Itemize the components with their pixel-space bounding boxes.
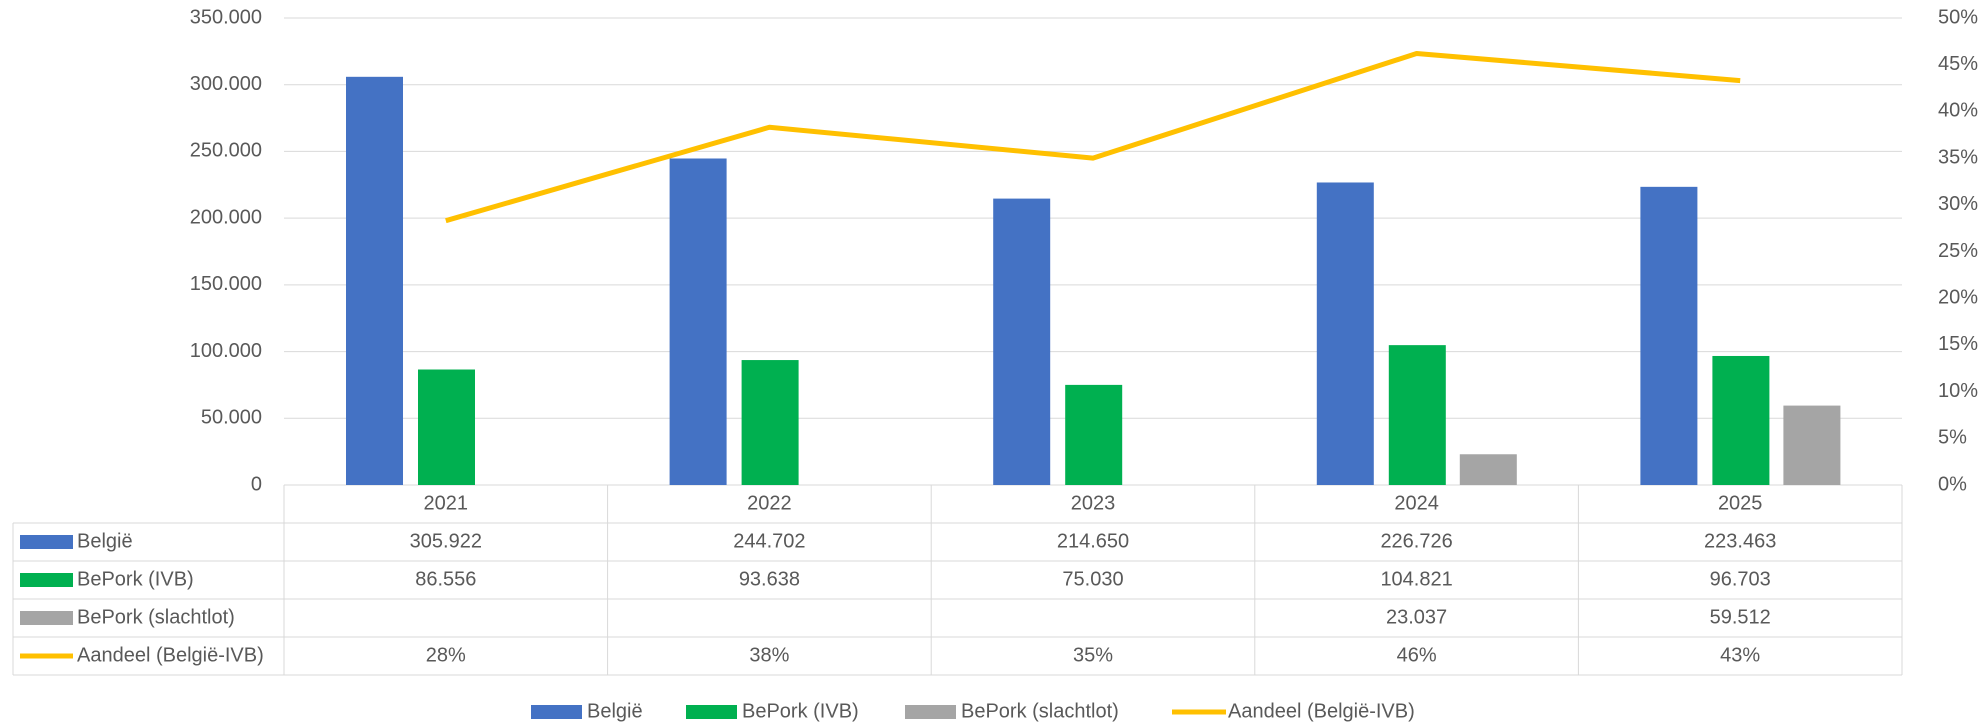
table-cell: 43% bbox=[1720, 644, 1760, 666]
legend-swatch bbox=[686, 705, 737, 719]
bar bbox=[1316, 182, 1374, 486]
table-cell: 223.463 bbox=[1704, 530, 1776, 552]
table-cell: 35% bbox=[1073, 644, 1113, 666]
y2-tick-label: 5% bbox=[1938, 427, 1967, 449]
table-legend-swatch bbox=[20, 535, 73, 549]
y2-tick-label: 10% bbox=[1938, 380, 1978, 402]
bar bbox=[1388, 345, 1446, 485]
table-cell: 93.638 bbox=[739, 568, 800, 590]
table-row-label: België bbox=[77, 530, 133, 552]
table-cell: 86.556 bbox=[415, 568, 476, 590]
x-tick-label: 2025 bbox=[1718, 492, 1763, 514]
bar bbox=[993, 198, 1051, 485]
table-legend-swatch bbox=[20, 611, 73, 625]
y2-tick-label: 50% bbox=[1938, 6, 1978, 28]
table-cell: 23.037 bbox=[1386, 606, 1447, 628]
y-tick-label: 100.000 bbox=[190, 340, 262, 362]
table-legend-swatch bbox=[20, 573, 73, 587]
y-tick-label: 300.000 bbox=[190, 73, 262, 95]
x-tick-label: 2023 bbox=[1071, 492, 1116, 514]
table-cell: 104.821 bbox=[1380, 568, 1452, 590]
x-tick-label: 2024 bbox=[1394, 492, 1439, 514]
y2-tick-label: 45% bbox=[1938, 53, 1978, 75]
y-tick-label: 150.000 bbox=[190, 273, 262, 295]
legend-swatch bbox=[531, 705, 582, 719]
legend-label: BePork (IVB) bbox=[742, 700, 859, 722]
y2-tick-label: 15% bbox=[1938, 333, 1978, 355]
table-cell: 226.726 bbox=[1380, 530, 1452, 552]
bar bbox=[1640, 186, 1698, 485]
x-tick-label: 2022 bbox=[747, 492, 792, 514]
bar bbox=[346, 76, 403, 485]
table-cell: 59.512 bbox=[1710, 606, 1771, 628]
bar bbox=[1459, 454, 1517, 485]
legend-swatch bbox=[905, 705, 956, 719]
bar bbox=[1712, 355, 1770, 485]
table-row-label: Aandeel (België-IVB) bbox=[77, 644, 264, 666]
legend-label: België bbox=[587, 700, 643, 722]
x-tick-label: 2021 bbox=[424, 492, 469, 514]
y2-tick-label: 20% bbox=[1938, 286, 1978, 308]
table-row-label: BePork (IVB) bbox=[77, 568, 194, 590]
table-row-label: BePork (slachtlot) bbox=[77, 606, 235, 628]
table-cell: 28% bbox=[426, 644, 466, 666]
y-tick-label: 0 bbox=[251, 473, 262, 495]
bar bbox=[741, 360, 799, 485]
y2-tick-label: 40% bbox=[1938, 100, 1978, 122]
y-tick-label: 50.000 bbox=[201, 407, 262, 429]
table-cell: 96.703 bbox=[1710, 568, 1771, 590]
legend-label: Aandeel (België-IVB) bbox=[1228, 700, 1415, 722]
table-cell: 244.702 bbox=[733, 530, 805, 552]
table-cell: 214.650 bbox=[1057, 530, 1129, 552]
table-cell: 305.922 bbox=[410, 530, 482, 552]
y-tick-label: 250.000 bbox=[190, 140, 262, 162]
table-cell: 38% bbox=[749, 644, 789, 666]
bar bbox=[669, 158, 727, 485]
y2-tick-label: 25% bbox=[1938, 240, 1978, 262]
bar bbox=[1065, 384, 1123, 485]
y2-tick-label: 0% bbox=[1938, 473, 1967, 495]
bar bbox=[1783, 405, 1841, 485]
y2-tick-label: 35% bbox=[1938, 146, 1978, 168]
legend-label: BePork (slachtlot) bbox=[961, 700, 1119, 722]
table-cell: 46% bbox=[1397, 644, 1437, 666]
y2-tick-label: 30% bbox=[1938, 193, 1978, 215]
line-series bbox=[445, 50, 1741, 224]
table-cell: 75.030 bbox=[1062, 568, 1123, 590]
bar bbox=[418, 369, 475, 485]
y-tick-label: 350.000 bbox=[190, 6, 262, 28]
y-tick-label: 200.000 bbox=[190, 206, 262, 228]
